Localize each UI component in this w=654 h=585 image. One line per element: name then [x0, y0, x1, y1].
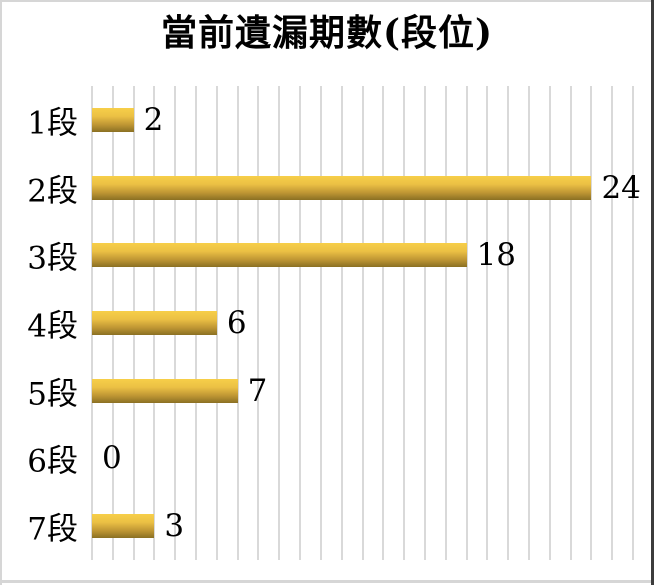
value-label: 6	[226, 305, 247, 341]
gridline	[444, 86, 447, 560]
data-bar	[92, 311, 217, 335]
value-label: 3	[164, 508, 185, 545]
gridline	[528, 86, 530, 560]
category-label: 7段	[27, 511, 78, 548]
frame-left-edge	[0, 0, 2, 585]
gridline	[382, 86, 385, 560]
category-label: 6段	[27, 443, 78, 480]
gridline	[486, 86, 489, 560]
value-label: 0	[102, 440, 122, 477]
value-label: 7	[247, 372, 268, 409]
value-label: 24	[601, 169, 641, 206]
gridline	[465, 86, 468, 560]
gridline	[257, 86, 260, 560]
category-label: 2段	[27, 173, 78, 210]
data-bar	[92, 243, 467, 268]
gridline	[278, 86, 281, 560]
gridline	[590, 86, 593, 560]
gridline	[507, 86, 510, 560]
data-bar	[92, 514, 155, 539]
gridline	[361, 86, 364, 560]
gridline	[319, 86, 322, 560]
gridline	[236, 86, 239, 560]
gridline	[632, 86, 635, 560]
category-label: 1段	[27, 105, 78, 142]
data-bar	[92, 378, 238, 403]
gridline	[569, 86, 572, 560]
category-label: 3段	[27, 240, 78, 277]
frame-top-edge	[0, 0, 654, 2]
gridline	[611, 86, 614, 560]
gridline	[215, 86, 218, 560]
gridline	[548, 86, 551, 560]
frame-bottom-edge	[0, 580, 654, 583]
chart-title: 當前遺漏期數(段位)	[160, 12, 494, 54]
gridline	[299, 86, 302, 560]
value-label: 2	[143, 101, 164, 138]
gridline	[403, 86, 406, 560]
category-label: 5段	[27, 376, 78, 413]
data-bar	[92, 175, 592, 200]
gridline	[340, 86, 343, 560]
frame-right-edge	[651, 0, 654, 585]
value-label: 18	[476, 237, 517, 274]
gridline	[423, 86, 426, 560]
category-label: 4段	[27, 308, 78, 345]
data-bar	[92, 107, 134, 132]
